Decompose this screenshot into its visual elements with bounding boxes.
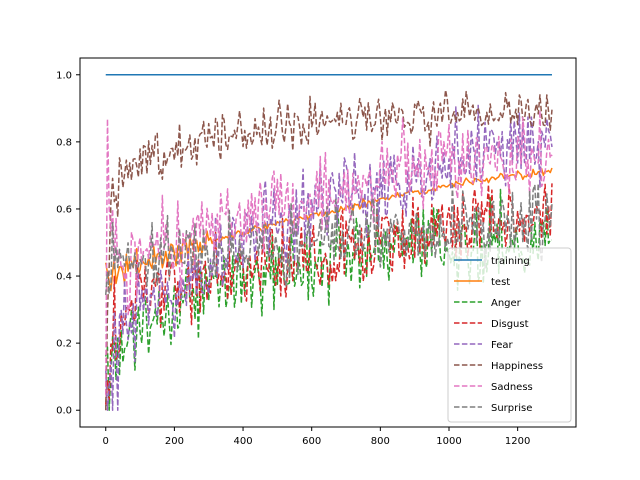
y-tick-label: 1.0 bbox=[56, 70, 72, 81]
series-line-surprise bbox=[104, 182, 553, 296]
legend-label-surprise: Surprise bbox=[491, 403, 532, 414]
y-tick-label: 0.6 bbox=[56, 204, 72, 215]
axes-layer: 0 200 400 600 800 1000 1200 0.0 0.2 0.4 0.6 0.8 1.0 bbox=[56, 57, 577, 447]
legend-label-sadness: Sadness bbox=[491, 382, 533, 393]
y-tick-label: 0.4 bbox=[56, 272, 72, 283]
plot-frame bbox=[79, 57, 577, 428]
x-tick-label: 0 bbox=[103, 436, 109, 447]
legend-label-test: test bbox=[491, 277, 510, 288]
legend-label-fear: Fear bbox=[491, 340, 513, 351]
y-tick-label: 0.8 bbox=[56, 137, 72, 148]
x-tick-label: 200 bbox=[165, 436, 184, 447]
x-tick-label: 800 bbox=[371, 436, 390, 447]
x-tick-label: 1000 bbox=[436, 436, 461, 447]
x-tick-label: 400 bbox=[233, 436, 252, 447]
legend-box bbox=[447, 247, 572, 423]
series-line-disgust bbox=[104, 183, 553, 405]
legend-label-anger: Anger bbox=[491, 298, 522, 309]
legend-label-happiness: Happiness bbox=[491, 361, 543, 372]
legend-label-disgust: Disgust bbox=[491, 319, 529, 330]
legend: training test Anger Disgust Fear Happiness Sad… bbox=[447, 247, 572, 423]
legend-label-training: training bbox=[491, 256, 530, 267]
x-tick-label: 1200 bbox=[505, 436, 530, 447]
x-tick-label: 600 bbox=[302, 436, 321, 447]
y-tick-label: 0.0 bbox=[56, 406, 72, 417]
y-tick-label: 0.2 bbox=[56, 339, 72, 350]
series-line-fear bbox=[104, 104, 553, 411]
series-line-happiness bbox=[104, 89, 553, 411]
series-line-sadness bbox=[104, 109, 553, 395]
